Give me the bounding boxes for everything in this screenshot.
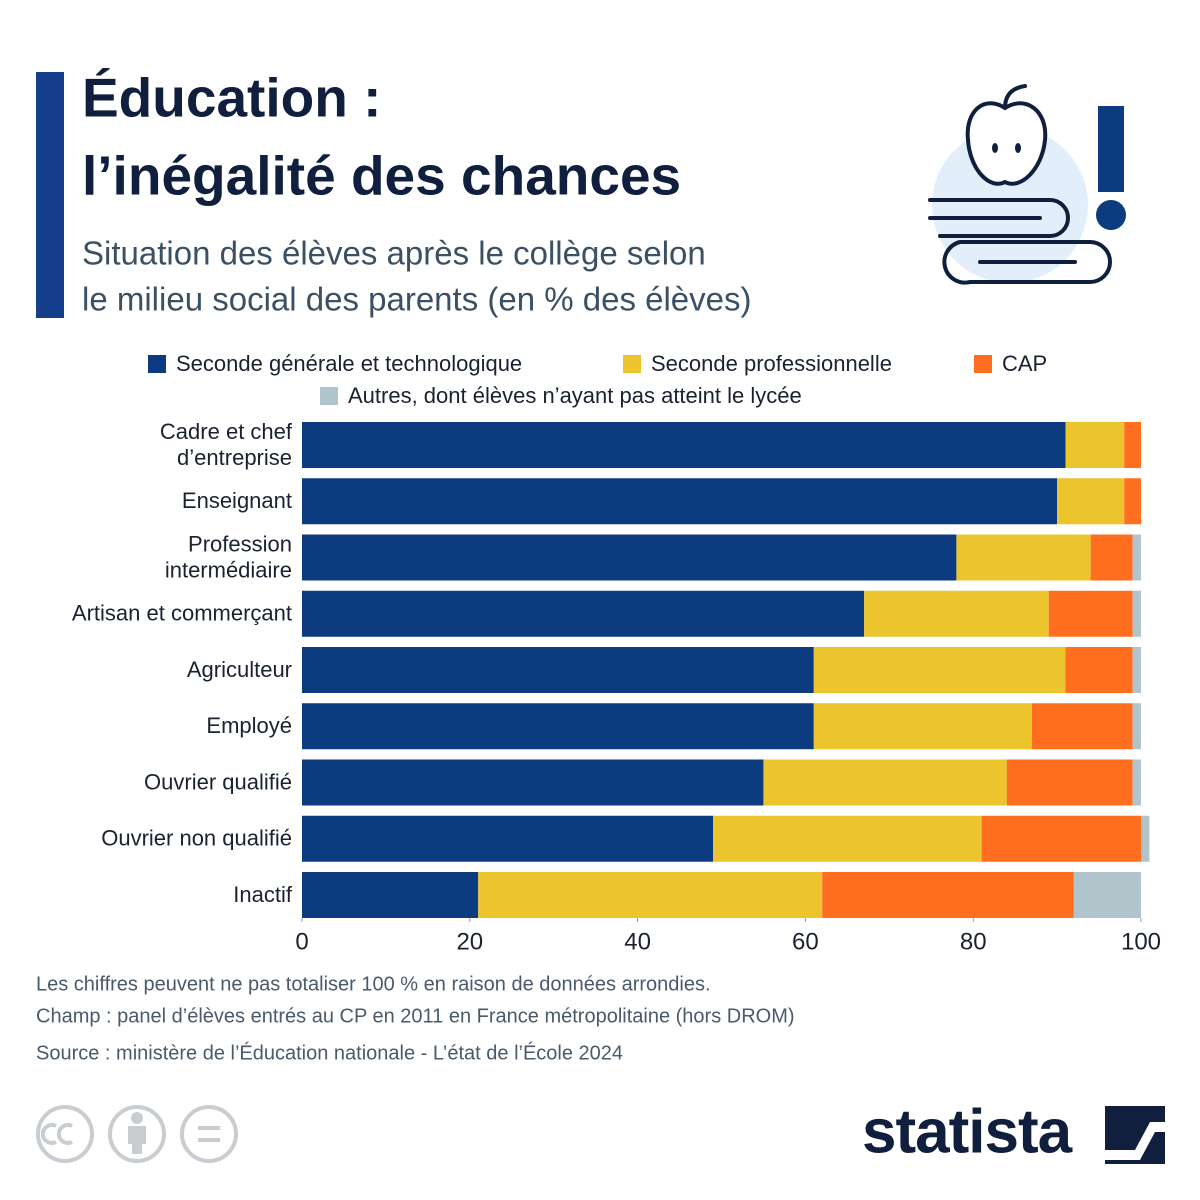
bar-segment: [864, 590, 1049, 637]
category-label: Enseignant: [182, 488, 292, 513]
category-label: intermédiaire: [165, 557, 292, 582]
bar-segment: [302, 703, 814, 750]
legend-label: Seconde générale et technologique: [176, 351, 522, 376]
bar-segment: [302, 647, 814, 693]
bar-segment: [1031, 703, 1133, 750]
icon: [928, 84, 1126, 285]
bar-segment: [1073, 872, 1141, 918]
category-label: d’entreprise: [177, 445, 292, 470]
bar-segment: [1048, 590, 1133, 637]
bar-segment: [1065, 422, 1125, 468]
brand-logo: [1105, 1106, 1165, 1164]
bar-segment: [1006, 759, 1133, 806]
title-line: Éducation :: [82, 67, 381, 129]
category-label: Inactif: [233, 882, 293, 907]
bar-segment: [1090, 534, 1133, 581]
bar-segment: [1132, 759, 1141, 806]
legend-swatch: [974, 355, 992, 373]
bar-segment: [302, 872, 479, 918]
category-label: Artisan et commerçant: [72, 601, 292, 626]
x-tick-label: 40: [624, 928, 651, 955]
bar-segment: [763, 759, 1007, 806]
bar-segment: [302, 422, 1066, 468]
bar-segment: [1132, 590, 1141, 637]
bar-segment: [478, 872, 823, 918]
bar-segment: [813, 703, 1032, 750]
bar-segment: [713, 815, 982, 862]
bar-segment: [981, 815, 1141, 862]
bar-segment: [813, 647, 1066, 693]
bar-segment: [1141, 815, 1150, 862]
category-label: Agriculteur: [187, 657, 292, 682]
note: Les chiffres peuvent ne pas totaliser 10…: [36, 973, 711, 995]
bar-segment: [1132, 703, 1141, 750]
bar-segment: [302, 815, 714, 862]
bar-segment: [1132, 647, 1141, 693]
category-label: Cadre et chef: [160, 419, 293, 444]
bar-segment: [302, 534, 957, 581]
bar-segment: [1132, 534, 1141, 581]
x-tick-label: 100: [1121, 928, 1161, 955]
x-tick-label: 20: [456, 928, 483, 955]
legend-swatch: [320, 387, 338, 405]
brand: statista: [862, 1097, 1073, 1166]
license-icons: [36, 1105, 238, 1163]
legend-label: CAP: [1002, 351, 1047, 376]
bar-segment: [822, 872, 1074, 918]
category-label: Employé: [206, 713, 292, 738]
x-tick-label: 0: [295, 928, 308, 955]
x-tick-label: 80: [960, 928, 987, 955]
title-line: l’inégalité des chances: [82, 145, 681, 207]
legend-swatch: [623, 355, 641, 373]
x-tick-label: 60: [792, 928, 819, 955]
bar-segment: [1065, 647, 1133, 693]
note: Champ : panel d’élèves entrés au CP en 2…: [36, 1005, 795, 1027]
subtitle-line: Situation des élèves après le collège se…: [82, 235, 706, 272]
legend-label: Autres, dont élèves n’ayant pas atteint …: [348, 383, 802, 408]
subtitle-line: le milieu social des parents (en % des é…: [82, 281, 752, 318]
bar-segment: [1124, 478, 1141, 525]
category-label: Ouvrier non qualifié: [101, 826, 292, 851]
legend-swatch: [148, 355, 166, 373]
bar-segment: [302, 478, 1058, 525]
category-label: Profession: [188, 531, 292, 556]
bar-segment: [302, 590, 865, 637]
bar-segment: [1124, 422, 1141, 468]
source: Source : ministère de l’Éducation nation…: [36, 1041, 623, 1064]
accent-bar: [36, 72, 64, 318]
bar-segment: [956, 534, 1091, 581]
category-label: Ouvrier qualifié: [144, 769, 292, 794]
bar-segment: [302, 759, 764, 806]
legend-label: Seconde professionnelle: [651, 351, 892, 376]
bar-segment: [1057, 478, 1125, 525]
